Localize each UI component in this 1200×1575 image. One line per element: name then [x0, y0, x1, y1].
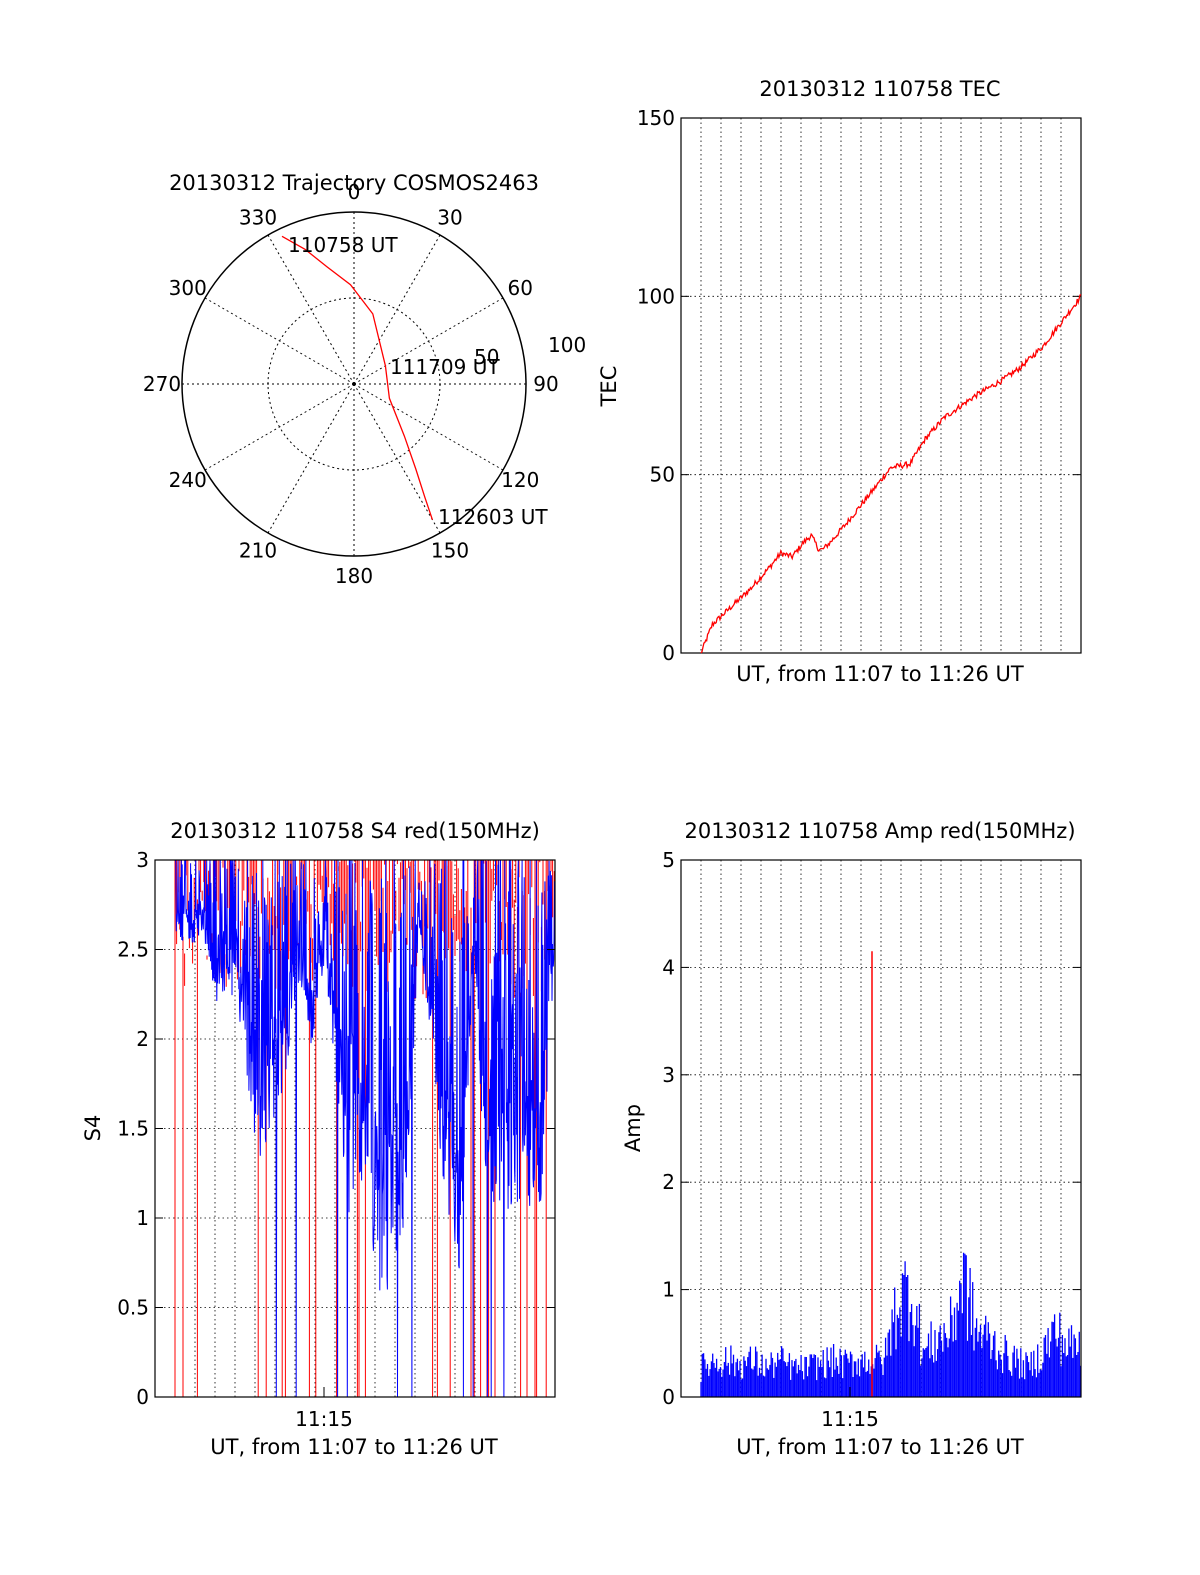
tec-ytick-label: 150 — [637, 106, 675, 130]
amp-chart: 20130312 110758 Amp red(150MHz) 0 1 2 3 4 5 1… — [621, 819, 1082, 1459]
tec-xlabel: UT, from 11:07 to 11:26 UT — [736, 662, 1024, 686]
s4-ytick-label: 1.5 — [117, 1117, 149, 1141]
tec-ytick-label: 0 — [662, 641, 675, 665]
azimuth-label-240: 240 — [169, 468, 207, 492]
azimuth-label-270: 270 — [143, 372, 181, 396]
azimuth-label-180: 180 — [335, 564, 373, 588]
amp-ytick-label: 5 — [662, 848, 675, 872]
amp-title: 20130312 110758 Amp red(150MHz) — [684, 819, 1075, 843]
s4-title: 20130312 110758 S4 red(150MHz) — [170, 819, 540, 843]
trajectory-mid-label: 111709 UT — [390, 355, 500, 379]
azimuth-label-210: 210 — [239, 538, 277, 562]
polar-spoke-150 — [353, 383, 441, 534]
s4-ytick-label: 1 — [136, 1206, 149, 1230]
s4-blue-series — [174, 859, 556, 1398]
azimuth-label-330: 330 — [239, 206, 277, 230]
tec-plot-frame — [680, 117, 1082, 654]
azimuth-label-90: 90 — [533, 372, 558, 396]
polar-spoke-60 — [353, 297, 504, 385]
tec-series-line — [700, 294, 1082, 654]
amp-ytick-label: 2 — [662, 1170, 675, 1194]
s4-ytick-label: 3 — [136, 848, 149, 872]
s4-ytick-label: 0.5 — [117, 1296, 149, 1320]
azimuth-label-60: 60 — [508, 276, 533, 300]
amp-xlabel: UT, from 11:07 to 11:26 UT — [736, 1435, 1024, 1459]
tec-ylabel: TEC — [597, 366, 621, 408]
polar-spoke-330 — [267, 234, 355, 385]
azimuth-label-150: 150 — [431, 538, 469, 562]
amp-ytick-label: 1 — [662, 1278, 675, 1302]
amp-ytick-label: 4 — [662, 955, 675, 979]
s4-ytick-label: 2.5 — [117, 938, 149, 962]
azimuth-label-120: 120 — [501, 468, 539, 492]
polar-title: 20130312 Trajectory COSMOS2463 — [169, 171, 539, 195]
amp-plot-frame — [680, 859, 1082, 1398]
amp-ytick-label: 0 — [662, 1385, 675, 1409]
tec-title: 20130312 110758 TEC — [759, 77, 1000, 101]
polar-spoke-120 — [353, 383, 504, 471]
trajectory-end-label: 112603 UT — [438, 505, 548, 529]
azimuth-label-30: 30 — [437, 206, 462, 230]
amp-xtick-1115: 11:15 — [821, 1407, 879, 1431]
polar-spoke-240 — [204, 383, 355, 471]
s4-xlabel: UT, from 11:07 to 11:26 UT — [210, 1435, 498, 1459]
polar-trajectory-chart: 20130312 Trajectory COSMOS2463 0 30 60 90 12… — [143, 171, 586, 588]
polar-spoke-210 — [267, 383, 355, 534]
s4-ytick-label: 0 — [136, 1385, 149, 1409]
polar-spoke-300 — [204, 297, 355, 385]
amp-ytick-label: 3 — [662, 1063, 675, 1087]
amp-ylabel: Amp — [621, 1104, 645, 1152]
radial-label-100: 100 — [548, 333, 586, 357]
s4-ylabel: S4 — [81, 1115, 105, 1142]
trajectory-line — [281, 235, 434, 520]
polar-spoke-30 — [353, 234, 441, 385]
radial-label-50: 50 — [474, 345, 499, 369]
azimuth-label-0: 0 — [348, 180, 361, 204]
tec-ytick-label: 50 — [650, 463, 675, 487]
azimuth-label-300: 300 — [169, 276, 207, 300]
tec-chart: 20130312 110758 TEC 0 50 100 150 TEC UT, fr… — [597, 77, 1082, 686]
trajectory-start-label: 110758 UT — [288, 233, 398, 257]
s4-ytick-label: 2 — [136, 1027, 149, 1051]
s4-xtick-1115: 11:15 — [295, 1407, 353, 1431]
s4-chart: 20130312 110758 S4 red(150MHz) 0 0.5 1 1.5 2… — [81, 819, 556, 1459]
tec-ytick-label: 100 — [637, 284, 675, 308]
